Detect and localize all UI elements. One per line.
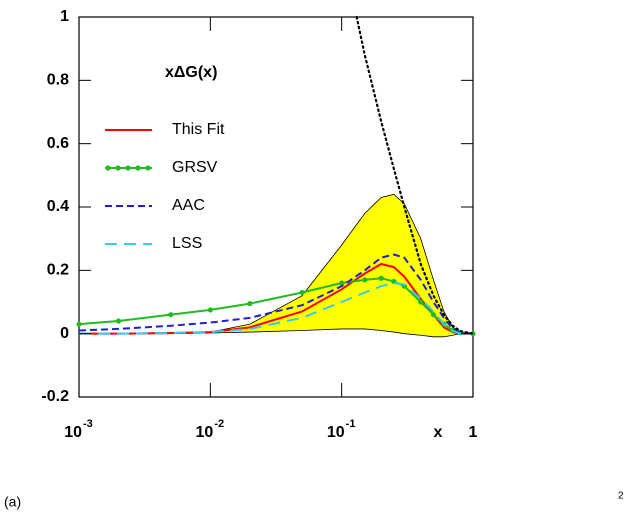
series-marker <box>168 312 174 318</box>
series-marker <box>299 289 305 296</box>
y-tick-label: 0.6 <box>47 135 69 152</box>
series-marker <box>339 280 345 286</box>
series-line <box>78 253 474 335</box>
x-axis-label: x <box>434 424 443 441</box>
series-line <box>79 281 473 335</box>
legend-marker <box>135 165 141 171</box>
y-tick-label: 0.2 <box>47 262 69 279</box>
legend-marker <box>145 165 151 171</box>
legend-label: AAC <box>172 197 205 214</box>
y-tick-label: 0.8 <box>47 72 69 89</box>
x-tick-label: 10 <box>327 424 345 441</box>
series-marker <box>115 318 122 324</box>
legend-label: LSS <box>172 235 202 252</box>
y-tick-label: 0.4 <box>47 198 69 215</box>
series-marker <box>207 307 213 313</box>
y-tick-label: -0.2 <box>41 388 69 405</box>
x-tick-exponent: -2 <box>214 418 224 430</box>
legend-marker <box>105 165 111 171</box>
legend-marker <box>115 165 121 171</box>
series-marker <box>362 277 368 283</box>
annotation: 2 <box>618 491 624 502</box>
series-marker <box>247 300 253 307</box>
series-marker <box>76 321 82 327</box>
plot-layer <box>76 15 476 338</box>
legend-label: GRSV <box>172 159 218 176</box>
y-tick-label: 1 <box>60 8 69 25</box>
legend-label: This Fit <box>172 121 225 138</box>
x-tick-label: 1 <box>469 424 478 441</box>
series-marker <box>430 312 437 318</box>
x-tick-label: 10 <box>196 424 214 441</box>
y-tick-label: 0 <box>60 325 69 342</box>
x-tick-exponent: -1 <box>346 418 356 430</box>
chart-title: xΔG(x) <box>165 64 217 81</box>
x-tick-exponent: -3 <box>83 418 93 430</box>
annotation: (a) <box>4 494 21 510</box>
x-tick-label: 10 <box>64 424 82 441</box>
series-marker <box>378 275 384 281</box>
legend-marker <box>125 165 131 171</box>
series-line <box>355 15 475 335</box>
series-marker <box>418 299 424 305</box>
uncertainty-band <box>79 193 474 338</box>
